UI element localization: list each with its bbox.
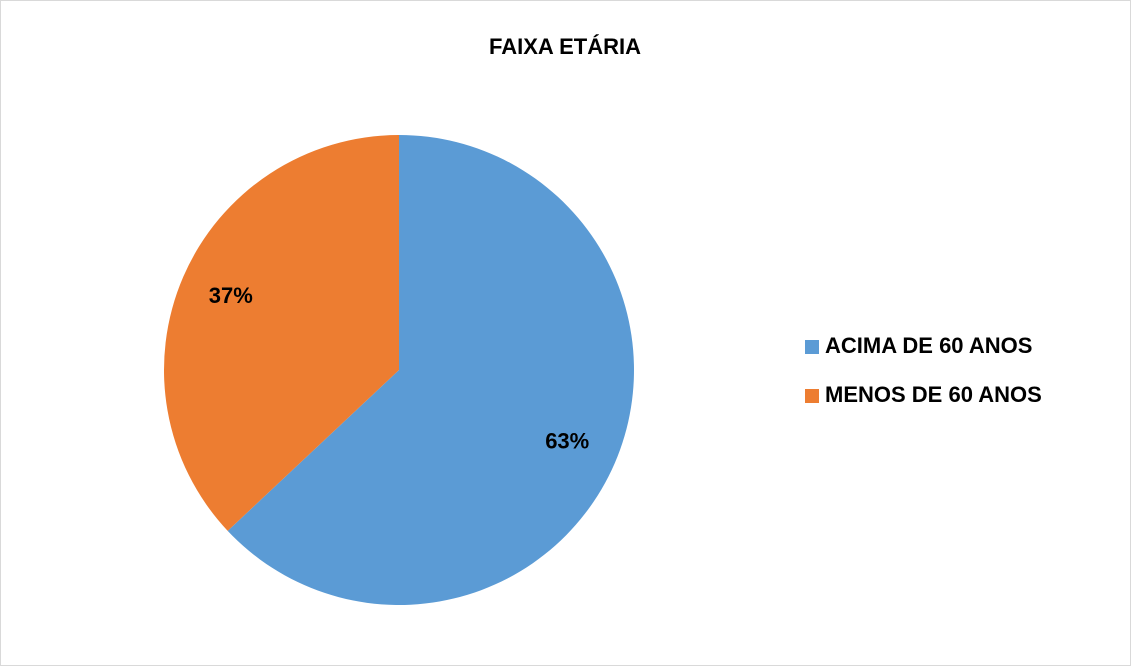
data-label: 63%	[545, 429, 589, 454]
chart-title: FAIXA ETÁRIA	[489, 34, 641, 59]
pie-slice	[227, 135, 634, 605]
pie-slice	[163, 135, 399, 531]
data-label: 37%	[209, 283, 253, 308]
legend-swatch	[805, 340, 819, 354]
legend-swatch	[805, 389, 819, 403]
legend-label: MENOS DE 60 ANOS	[825, 382, 1042, 407]
legend-label: ACIMA DE 60 ANOS	[825, 333, 1032, 358]
